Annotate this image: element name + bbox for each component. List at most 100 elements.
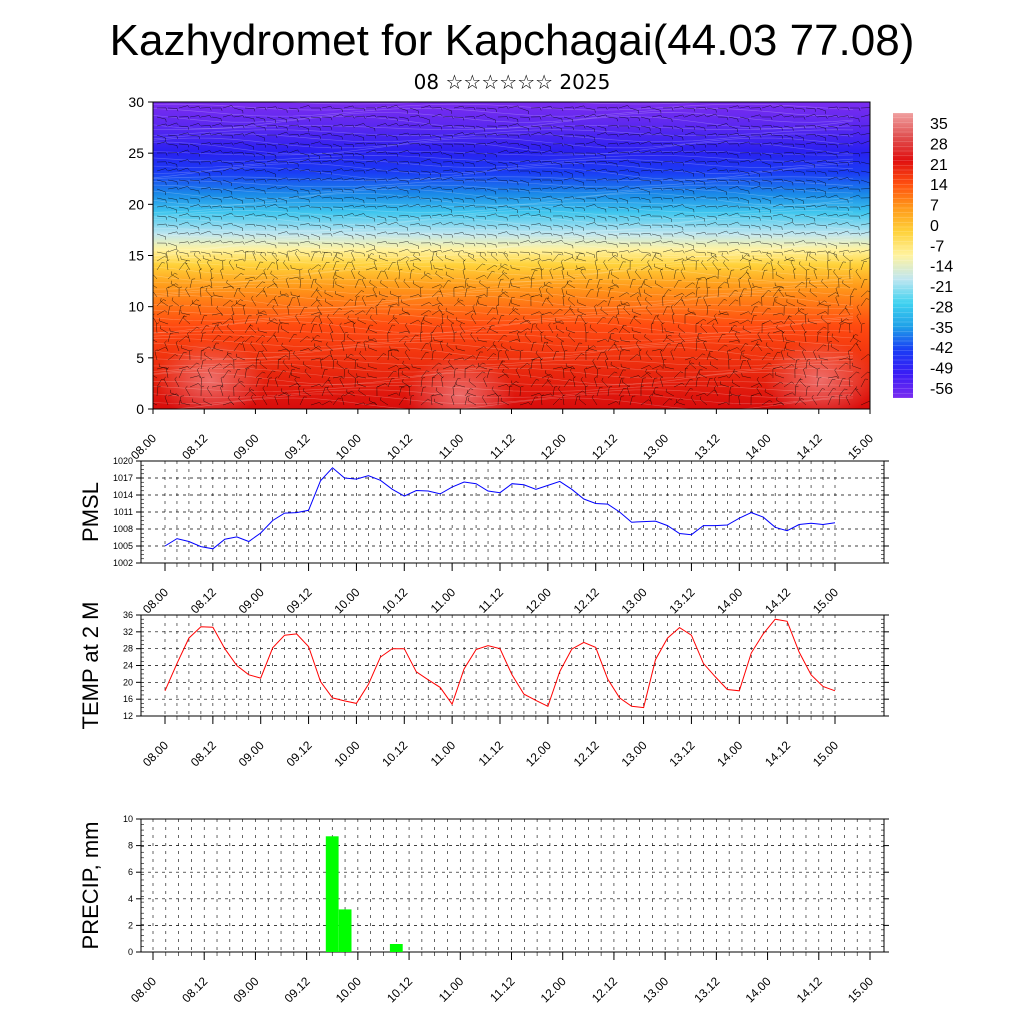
wind-barb [794, 107, 804, 110]
wind-barb-flag [539, 392, 542, 396]
wind-barb-flag [861, 322, 865, 325]
wind-barb [805, 252, 809, 262]
wind-barb [200, 125, 211, 127]
wind-barb-flag [174, 376, 177, 380]
wind-barb-flag [550, 195, 553, 199]
wind-barb-flag [396, 153, 399, 157]
wind-barb [640, 365, 650, 370]
wind-barb-flag [605, 178, 608, 182]
wind-barb-flag [638, 222, 641, 226]
wind-barb-flag [398, 295, 402, 298]
wind-barb-flag [451, 221, 454, 225]
wind-barb [618, 396, 622, 406]
wind-barb [303, 390, 312, 397]
wind-barb-flag [314, 279, 317, 283]
wind-barb [838, 230, 848, 235]
wind-barb [354, 233, 364, 237]
wind-barb-flag [737, 197, 740, 201]
wind-barb-flag [746, 268, 749, 272]
wind-barb-flag [626, 292, 630, 295]
wind-barb [742, 328, 752, 334]
wind-barb-flag [462, 222, 465, 226]
wind-barb [662, 289, 669, 298]
wind-barb [783, 188, 794, 190]
wind-barb [568, 299, 576, 307]
wind-barb [618, 242, 628, 245]
wind-barb-flag [737, 221, 740, 225]
wind-barb [233, 258, 243, 262]
wind-barb [574, 233, 584, 237]
wind-barb-flag [701, 260, 704, 264]
wind-barb-flag [660, 349, 663, 352]
wind-barb-flag [806, 277, 810, 280]
wind-barb [273, 333, 279, 343]
wind-barb [519, 257, 529, 262]
wind-barb [849, 170, 859, 174]
wind-barb [563, 379, 570, 388]
wind-barb-flag [242, 250, 245, 254]
wind-barb-flag [824, 300, 827, 303]
wind-barb-flag [707, 304, 711, 307]
wind-barb-flag [550, 374, 553, 377]
x-tick-label: 11.00 [436, 431, 467, 462]
wind-barb [325, 301, 334, 307]
wind-barb-flag [589, 324, 592, 328]
wind-barb [662, 306, 667, 316]
wind-barb-flag [351, 250, 354, 253]
wind-barb [772, 224, 782, 228]
wind-barb [420, 143, 430, 147]
wind-barb-flag [341, 215, 344, 219]
wind-barb-flag [462, 117, 465, 121]
wind-barb-flag [411, 395, 415, 397]
wind-barb [497, 168, 507, 172]
wind-barb-flag [704, 187, 707, 190]
wind-barb [178, 369, 183, 379]
wind-barb [497, 134, 508, 136]
wind-barb-flag [781, 114, 784, 117]
wind-barb-flag [418, 177, 421, 181]
wind-barb [412, 265, 422, 271]
wind-barb-flag [611, 279, 614, 283]
wind-barb [409, 232, 419, 235]
wind-barb [585, 204, 595, 208]
wind-barb [662, 151, 672, 154]
wind-barb-flag [198, 375, 201, 379]
wind-barb-flag [293, 334, 297, 336]
wind-barb-flag [689, 388, 693, 390]
wind-barb [310, 116, 321, 119]
wind-barb-flag [791, 381, 795, 384]
wind-barb-flag [531, 277, 535, 280]
wind-barb [310, 316, 317, 325]
wind-barb-flag [418, 203, 421, 207]
wind-barb-flag [795, 385, 799, 388]
wind-barb-flag [503, 334, 507, 337]
wind-barb-flag [561, 235, 563, 239]
wind-barb [519, 251, 530, 253]
wind-barb [431, 214, 441, 217]
wind-barb-flag [495, 226, 497, 230]
wind-barb-flag [748, 259, 752, 262]
contour-line [153, 103, 854, 111]
wind-barb [409, 242, 419, 247]
wind-barb-flag [748, 152, 751, 156]
wind-barb [439, 342, 444, 352]
wind-barb-flag [733, 369, 735, 372]
wind-barb [860, 298, 867, 307]
wind-barb-flag [616, 163, 618, 167]
wind-barb [343, 310, 352, 316]
wind-barb [167, 242, 177, 247]
wind-barb [376, 151, 386, 154]
wind-barb [530, 231, 540, 235]
wind-barb [651, 323, 653, 334]
wind-barb [409, 107, 419, 112]
wind-barb [844, 307, 851, 316]
wind-barb [661, 324, 664, 334]
wind-barb [618, 197, 628, 201]
wind-barb [376, 123, 386, 127]
wind-barb-flag [316, 289, 320, 291]
wind-barb-flag [814, 222, 817, 226]
wind-barb [838, 134, 849, 136]
wind-barb [803, 369, 807, 379]
wind-barb [363, 342, 367, 352]
wind-barb [211, 123, 221, 127]
